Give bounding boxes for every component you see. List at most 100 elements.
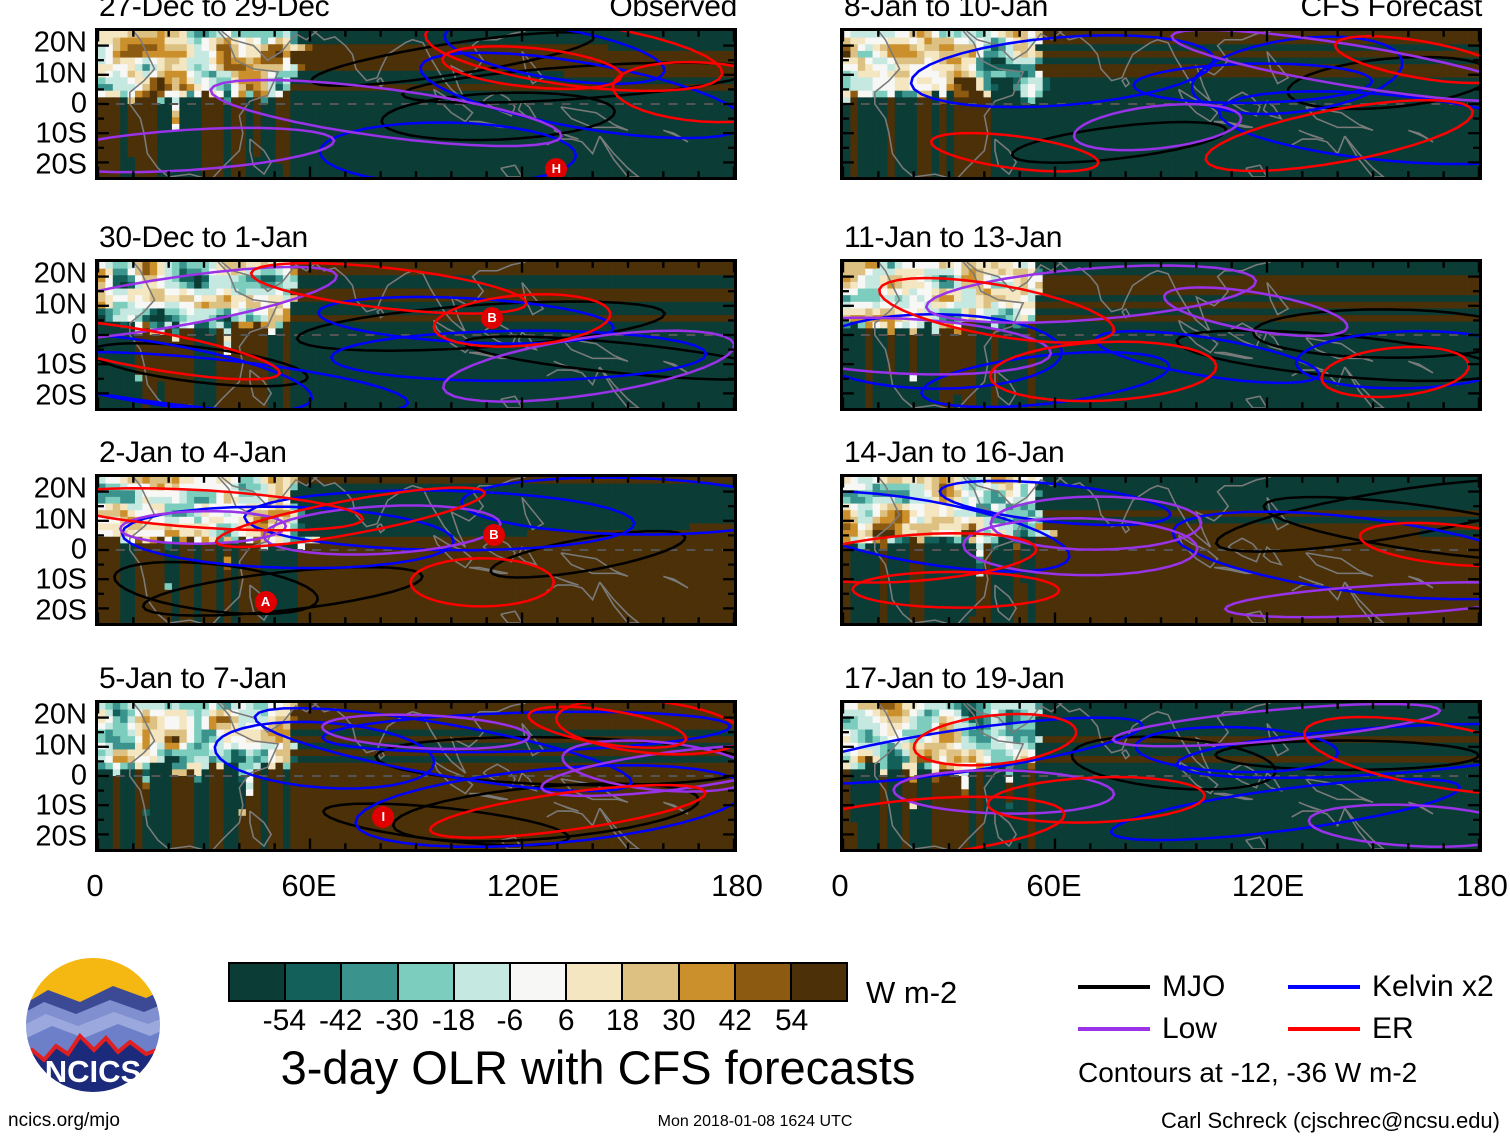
olr-panel: 17-Jan to 19-Jan bbox=[840, 664, 1482, 852]
olr-panel: 27-Dec to 29-Dec Observed H bbox=[95, 0, 737, 180]
olr-field bbox=[98, 477, 734, 623]
y-axis-tick-label: 10S bbox=[35, 789, 87, 822]
y-axis-tick-label: 10N bbox=[33, 57, 87, 90]
contour-mjo bbox=[1213, 739, 1479, 772]
wave-contours bbox=[909, 31, 1479, 173]
contour-er bbox=[1333, 34, 1479, 85]
contour-kelvin bbox=[1294, 329, 1479, 390]
contour-mjo bbox=[1010, 120, 1228, 164]
contour-kelvin bbox=[909, 33, 1216, 109]
contour-kelvin bbox=[354, 764, 734, 849]
colorbar-tick-label: -30 bbox=[375, 1004, 419, 1037]
panel-title: 11-Jan to 13-Jan bbox=[844, 221, 1063, 254]
wave-contours bbox=[843, 703, 1479, 849]
panel-title: 30-Dec to 1-Jan bbox=[99, 221, 308, 254]
contour-kelvin bbox=[443, 31, 666, 86]
y-axis-labels: 20N 10N 0 10S 20S bbox=[0, 700, 87, 852]
contour-er bbox=[878, 276, 1116, 344]
contour-er bbox=[554, 703, 734, 756]
colorbar-swatch bbox=[567, 964, 624, 1000]
contour-kelvin bbox=[98, 333, 314, 408]
y-axis-tick-label: 10N bbox=[33, 288, 87, 321]
colorbar: -54 -42 -30 -18 -6 6 18 30 42 54 bbox=[228, 962, 848, 1044]
y-axis-tick-label: 10S bbox=[35, 563, 87, 596]
colorbar-swatch bbox=[791, 964, 847, 1000]
contour-kelvin bbox=[920, 350, 1171, 408]
y-axis-tick-label: 10N bbox=[33, 503, 87, 536]
map-area: I bbox=[95, 700, 737, 852]
colorbar-tick-label: 30 bbox=[662, 1004, 696, 1037]
y-axis-tick-label: 10N bbox=[33, 729, 87, 762]
contour-kelvin bbox=[242, 489, 637, 552]
colorbar-tick-label: 18 bbox=[605, 1004, 640, 1037]
colorbar-swatch bbox=[342, 964, 399, 1000]
olr-field bbox=[843, 477, 1479, 623]
contour-low bbox=[1170, 31, 1479, 103]
contour-low bbox=[989, 495, 1203, 551]
contour-kelvin bbox=[1109, 777, 1462, 842]
map-area: H bbox=[95, 28, 737, 180]
colorbar-swatch bbox=[735, 964, 792, 1000]
contour-er bbox=[611, 60, 734, 124]
colorbar-tick-label: 54 bbox=[774, 1004, 809, 1037]
footer-url[interactable]: ncics.org/mjo bbox=[8, 1110, 120, 1131]
x-axis-tick-label: 180 bbox=[711, 868, 763, 903]
contour-er bbox=[409, 557, 556, 608]
panel-title: 5-Jan to 7-Jan bbox=[99, 662, 287, 695]
wave-contours bbox=[843, 264, 1479, 408]
legend-label: Low bbox=[1162, 1012, 1218, 1045]
contour-er bbox=[98, 486, 365, 532]
contour-low bbox=[1072, 102, 1243, 152]
contour-er bbox=[1320, 345, 1471, 399]
y-axis-tick-label: 20S bbox=[35, 594, 87, 627]
legend-label: MJO bbox=[1162, 970, 1226, 1003]
contour-er bbox=[441, 45, 623, 91]
contour-er bbox=[851, 570, 1061, 609]
y-axis-labels: 20N 10N 0 10S 20S bbox=[0, 28, 87, 180]
x-axis-tick-label: 0 bbox=[86, 868, 104, 903]
y-axis-tick-label: 0 bbox=[70, 759, 87, 792]
axis-ticks bbox=[843, 477, 1479, 623]
map-area bbox=[840, 474, 1482, 626]
contour-low bbox=[98, 126, 336, 174]
x-axis-tick-label: 120E bbox=[486, 868, 560, 903]
contour-er bbox=[428, 783, 707, 839]
y-axis-tick-label: 20N bbox=[33, 26, 87, 59]
storm-marker: B bbox=[481, 307, 504, 330]
main-title: 3-day OLR with CFS forecasts bbox=[280, 1041, 916, 1094]
contour-low bbox=[118, 509, 288, 546]
legend-item-kelvin-x2: Kelvin x2 bbox=[1288, 972, 1498, 1002]
colorbar-tick-label: -6 bbox=[496, 1004, 524, 1037]
x-axis-labels: 0 60E 120E 180 bbox=[86, 868, 762, 910]
storm-marker: H bbox=[545, 158, 568, 177]
olr-field bbox=[98, 703, 734, 849]
x-axis-tick-label: 60E bbox=[1026, 868, 1082, 903]
olr-panel: 2-Jan to 4-Jan A B bbox=[95, 438, 737, 626]
contour-kelvin bbox=[938, 479, 1172, 527]
contour-kelvin bbox=[1094, 329, 1321, 385]
panel-title: 17-Jan to 19-Jan bbox=[844, 662, 1065, 695]
contour-kelvin bbox=[843, 716, 1145, 785]
y-axis-tick-label: 20S bbox=[35, 148, 87, 181]
colorbar-swatch bbox=[510, 964, 568, 1000]
panel-title: 14-Jan to 16-Jan bbox=[844, 436, 1065, 469]
y-axis-tick-label: 0 bbox=[70, 533, 87, 566]
legend-line-icon bbox=[1288, 985, 1360, 989]
y-axis-tick-label: 0 bbox=[70, 318, 87, 351]
colorbar-tick-label: 42 bbox=[718, 1004, 752, 1037]
contour-low bbox=[1111, 703, 1442, 748]
contour-kelvin bbox=[318, 121, 578, 177]
contour-kelvin bbox=[843, 312, 1064, 390]
wave-contours bbox=[98, 477, 734, 617]
contour-mjo bbox=[380, 91, 617, 142]
y-axis-labels: 20N 10N 0 10S 20S bbox=[0, 259, 87, 411]
panel-title: 27-Dec to 29-Dec bbox=[99, 0, 330, 23]
olr-panel: 5-Jan to 7-Jan I bbox=[95, 664, 737, 852]
y-axis-tick-label: 0 bbox=[70, 87, 87, 120]
contour-kelvin bbox=[1190, 35, 1404, 116]
contour-mjo bbox=[1262, 495, 1479, 559]
x-axis-tick-label: 180 bbox=[1456, 868, 1508, 903]
contour-mjo bbox=[1175, 329, 1479, 383]
contour-er bbox=[214, 486, 487, 549]
x-axis-tick-label: 0 bbox=[831, 868, 849, 903]
